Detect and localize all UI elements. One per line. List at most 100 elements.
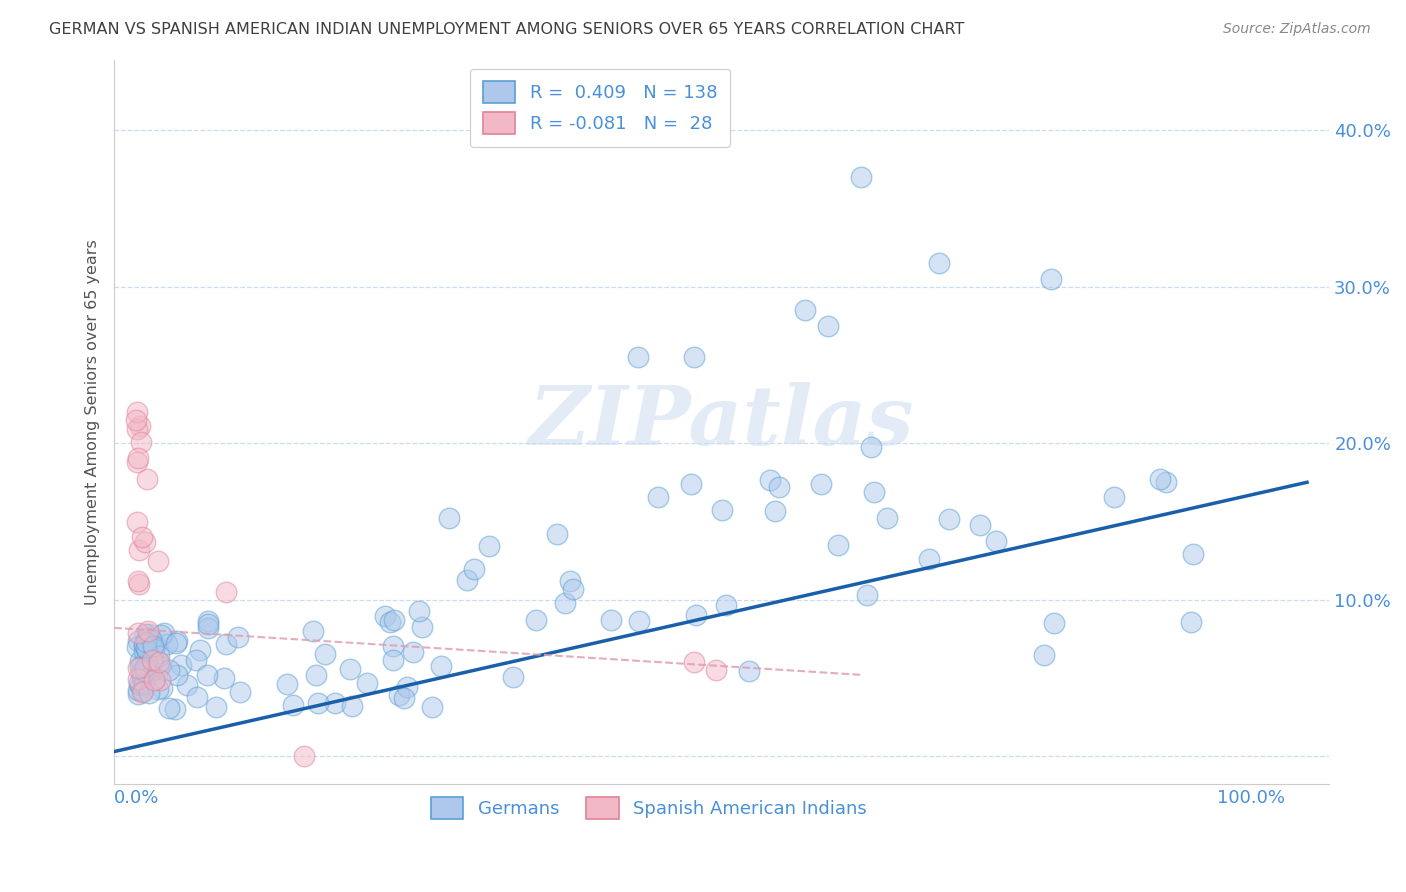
Point [131, 530, 153, 544]
Point [408, 604, 430, 618]
Point [1039, 272, 1062, 286]
Point [420, 700, 443, 714]
Point [166, 634, 188, 648]
Point [856, 588, 879, 602]
Point [681, 477, 703, 491]
Point [647, 490, 669, 504]
Point [136, 657, 159, 672]
Point [478, 539, 501, 553]
Point [685, 607, 707, 622]
Point [129, 654, 152, 668]
Point [131, 667, 153, 681]
Point [1043, 615, 1066, 630]
Point [136, 631, 159, 645]
Point [138, 660, 160, 674]
Point [710, 503, 733, 517]
Point [378, 615, 401, 630]
Point [392, 690, 415, 705]
Point [134, 660, 156, 674]
Point [402, 645, 425, 659]
Point [599, 613, 621, 627]
Point [554, 596, 576, 610]
Point [704, 663, 727, 677]
Point [166, 668, 188, 682]
Point [302, 624, 325, 639]
Point [917, 551, 939, 566]
Point [1149, 472, 1171, 486]
Point [131, 657, 153, 671]
Point [141, 657, 163, 671]
Point [212, 671, 235, 685]
Point [150, 681, 173, 695]
Point [627, 350, 650, 364]
Point [170, 657, 193, 672]
Point [139, 666, 162, 681]
Point [188, 643, 211, 657]
Point [794, 303, 817, 318]
Point [768, 480, 790, 494]
Point [127, 451, 149, 466]
Point [430, 659, 453, 673]
Point [184, 653, 207, 667]
Point [128, 660, 150, 674]
Point [127, 672, 149, 686]
Point [176, 678, 198, 692]
Text: Source: ZipAtlas.com: Source: ZipAtlas.com [1223, 22, 1371, 37]
Point [132, 644, 155, 658]
Point [763, 504, 786, 518]
Point [134, 677, 156, 691]
Point [134, 627, 156, 641]
Point [125, 412, 148, 426]
Point [152, 626, 174, 640]
Point [135, 657, 157, 671]
Point [411, 620, 433, 634]
Point [314, 647, 336, 661]
Point [148, 649, 170, 664]
Text: ZIPatlas: ZIPatlas [529, 382, 914, 462]
Point [128, 543, 150, 558]
Point [132, 684, 155, 698]
Point [145, 672, 167, 686]
Point [860, 440, 883, 454]
Point [148, 656, 170, 670]
Point [136, 644, 159, 658]
Point [157, 701, 180, 715]
Point [1154, 475, 1177, 489]
Point [214, 637, 236, 651]
Point [682, 350, 704, 364]
Point [381, 653, 404, 667]
Point [323, 696, 346, 710]
Point [134, 534, 156, 549]
Point [1180, 615, 1202, 629]
Point [195, 668, 218, 682]
Point [502, 671, 524, 685]
Point [862, 485, 884, 500]
Point [714, 598, 737, 612]
Point [143, 638, 166, 652]
Point [226, 630, 249, 644]
Point [876, 510, 898, 524]
Point [129, 419, 152, 434]
Point [136, 649, 159, 664]
Point [186, 690, 208, 704]
Point [938, 512, 960, 526]
Point [142, 639, 165, 653]
Point [136, 637, 159, 651]
Point [129, 678, 152, 692]
Point [986, 533, 1008, 548]
Point [131, 685, 153, 699]
Point [759, 473, 782, 487]
Point [135, 667, 157, 681]
Point [388, 688, 411, 702]
Legend: Germans, Spanish American Indians: Germans, Spanish American Indians [423, 789, 875, 826]
Point [156, 636, 179, 650]
Point [135, 640, 157, 655]
Point [149, 628, 172, 642]
Point [340, 699, 363, 714]
Point [456, 573, 478, 587]
Point [134, 638, 156, 652]
Point [437, 511, 460, 525]
Point [281, 698, 304, 712]
Point [810, 477, 832, 491]
Point [143, 673, 166, 688]
